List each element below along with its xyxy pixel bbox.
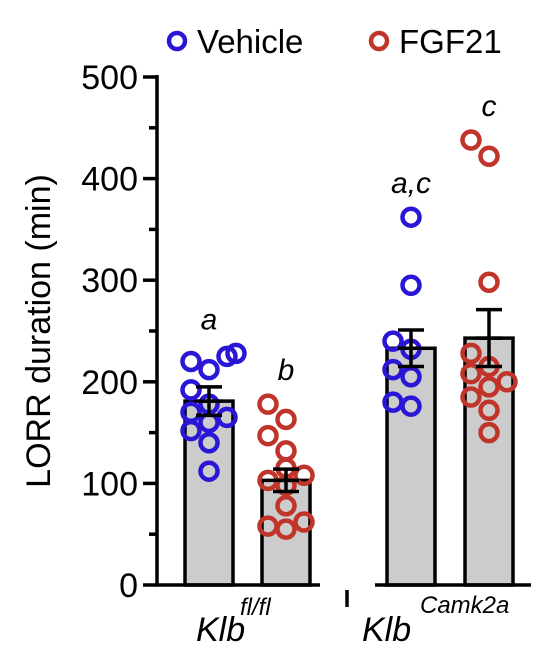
data-point — [460, 342, 482, 365]
y-tick-label: 100 — [81, 465, 138, 503]
y-tick-label: 300 — [81, 262, 138, 300]
data-point — [478, 399, 500, 421]
data-point — [275, 440, 297, 462]
bar-3 — [463, 336, 515, 587]
y-tick-label: 500 — [81, 59, 138, 97]
points-layer — [180, 129, 518, 540]
x-group-label-sup-1: Camk2a — [420, 592, 509, 619]
data-point — [216, 406, 238, 429]
data-point — [293, 464, 315, 487]
data-point — [478, 376, 500, 398]
data-point — [400, 206, 422, 228]
data-point — [460, 129, 482, 151]
data-point — [382, 330, 404, 352]
data-point — [478, 421, 500, 444]
labels-layer: a b a,c c — [201, 90, 497, 387]
data-point — [478, 271, 500, 293]
data-point — [382, 391, 404, 413]
legend: Vehicle FGF21 — [166, 23, 502, 60]
data-point — [275, 495, 297, 517]
y-tick-label: 200 — [81, 364, 138, 402]
x-group-label-0: Klb — [196, 611, 245, 649]
legend-label-1: FGF21 — [399, 23, 502, 60]
y-tick-label: 400 — [81, 161, 138, 199]
data-point — [460, 362, 482, 385]
data-point — [198, 432, 220, 454]
data-point — [198, 460, 220, 482]
legend-marker-1 — [368, 30, 390, 52]
data-point — [460, 386, 482, 408]
data-point — [180, 401, 202, 424]
x-group-label-1: Klb — [362, 611, 411, 649]
data-point — [225, 342, 247, 365]
significance-label: a — [201, 303, 218, 336]
significance-label: b — [278, 354, 295, 387]
data-point — [180, 350, 202, 373]
data-point — [198, 358, 220, 381]
legend-marker-0 — [166, 30, 188, 52]
significance-label: c — [482, 90, 497, 123]
data-point — [257, 515, 279, 537]
data-point — [496, 371, 518, 393]
y-tick-label: 0 — [119, 567, 138, 605]
data-point — [257, 393, 279, 415]
data-point — [400, 274, 422, 297]
data-point — [382, 358, 404, 381]
data-point — [293, 511, 315, 533]
data-point — [180, 379, 202, 401]
data-point — [275, 408, 297, 431]
bar-0 — [183, 399, 235, 587]
data-point — [478, 145, 500, 167]
x-group-label-sup-0: fl/fl — [240, 594, 271, 621]
legend-label-0: Vehicle — [197, 23, 303, 60]
data-point — [257, 424, 279, 447]
significance-label: a,c — [391, 167, 431, 200]
y-axis-title: LORR duration (min) — [20, 174, 58, 488]
